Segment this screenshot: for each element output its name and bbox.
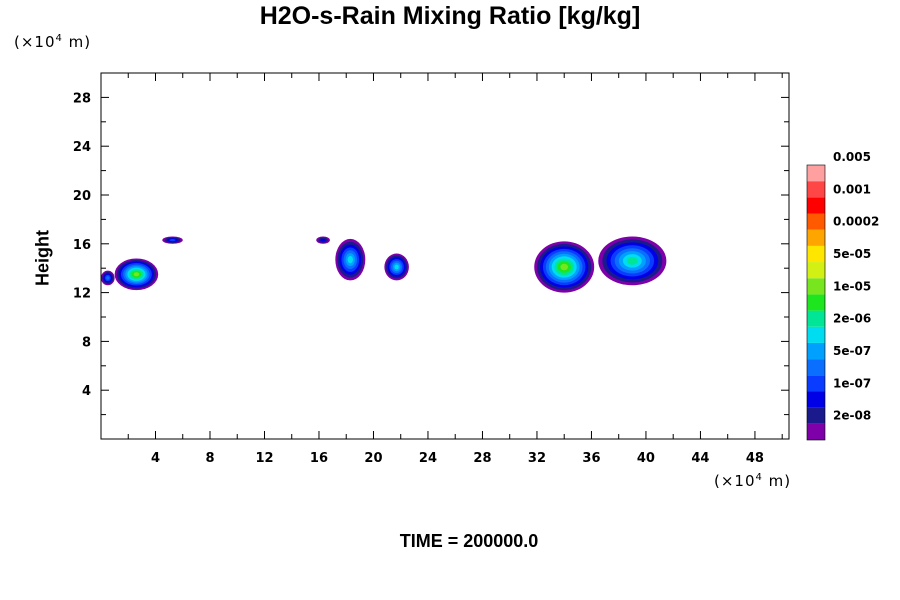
x-tick-label: 24 bbox=[419, 451, 437, 466]
colorbar-label: 0.0002 bbox=[833, 215, 879, 229]
colorbar-label: 1e-05 bbox=[833, 279, 871, 293]
cloud-contour bbox=[394, 264, 399, 270]
cloud-region bbox=[598, 236, 667, 286]
colorbar-swatch bbox=[807, 391, 825, 408]
y-unit-prefix: (×10 bbox=[14, 33, 56, 51]
y-tick-label: 28 bbox=[73, 91, 91, 106]
x-axis-unit: (×104 m) bbox=[714, 472, 791, 490]
y-axis-unit: (×104 m) bbox=[14, 33, 91, 51]
y-unit-exponent: 4 bbox=[55, 33, 63, 44]
colorbar-swatch bbox=[807, 326, 825, 343]
colorbar-label: 0.005 bbox=[833, 150, 871, 164]
colorbar-swatch bbox=[807, 213, 825, 230]
cloud-contour bbox=[560, 263, 568, 271]
x-tick-label: 44 bbox=[691, 451, 709, 466]
cloud-contour bbox=[320, 238, 326, 242]
x-tick-label: 40 bbox=[637, 451, 655, 466]
x-tick-label: 48 bbox=[746, 451, 764, 466]
colorbar-swatch bbox=[807, 342, 825, 360]
plot-border bbox=[100, 72, 790, 440]
x-tick-label: 36 bbox=[582, 451, 600, 466]
y-tick-label: 16 bbox=[73, 238, 91, 253]
x-unit-suffix: m) bbox=[762, 472, 792, 490]
colorbar-swatch bbox=[807, 359, 825, 376]
x-tick-label: 12 bbox=[255, 451, 273, 466]
colorbar-label: 2e-06 bbox=[833, 312, 871, 326]
cloud-field bbox=[101, 236, 667, 293]
colorbar-swatch bbox=[807, 278, 825, 295]
colorbar-swatch bbox=[807, 229, 825, 246]
cloud-region bbox=[101, 270, 115, 286]
colorbar-label: 0.001 bbox=[833, 182, 871, 196]
time-label: TIME = 200000.0 bbox=[399, 531, 539, 551]
colorbar-swatch bbox=[807, 245, 825, 263]
cloud-contour bbox=[106, 276, 110, 280]
x-tick-label: 16 bbox=[310, 451, 328, 466]
colorbar-swatch bbox=[807, 375, 825, 392]
colorbar-swatch bbox=[807, 181, 825, 198]
colorbar-swatch bbox=[807, 262, 825, 279]
cloud-contour bbox=[347, 255, 353, 264]
colorbar-label: 5e-07 bbox=[833, 344, 871, 358]
cloud-region bbox=[114, 258, 159, 291]
cloud-region bbox=[335, 238, 366, 281]
x-tick-label: 20 bbox=[364, 451, 382, 466]
colorbar-swatch bbox=[807, 423, 825, 440]
colorbar-swatch bbox=[807, 310, 825, 327]
x-tick-label: 8 bbox=[205, 451, 214, 466]
plot-frame bbox=[100, 72, 790, 440]
cloud-region bbox=[162, 236, 183, 244]
cloud-region bbox=[316, 236, 330, 244]
y-tick-label: 12 bbox=[73, 287, 91, 302]
cloud-region bbox=[384, 253, 409, 281]
x-tick-label: 28 bbox=[473, 451, 491, 466]
cloud-contour bbox=[169, 239, 176, 242]
y-tick-label: 20 bbox=[73, 189, 91, 204]
colorbar-swatch bbox=[807, 294, 825, 311]
y-tick-label: 4 bbox=[82, 384, 91, 399]
x-unit-prefix: (×10 bbox=[714, 472, 756, 490]
colorbar-label: 2e-08 bbox=[833, 409, 871, 423]
colorbar-label: 1e-07 bbox=[833, 376, 871, 390]
y-tick-label: 8 bbox=[82, 335, 91, 350]
cloud-contour bbox=[626, 257, 638, 265]
x-tick-label: 4 bbox=[151, 451, 160, 466]
colorbar-swatch bbox=[807, 407, 825, 424]
x-unit-exponent: 4 bbox=[755, 472, 763, 483]
y-unit-suffix: m) bbox=[62, 33, 92, 51]
colorbar-swatch bbox=[807, 165, 825, 182]
x-tick-label: 32 bbox=[528, 451, 546, 466]
y-tick-label: 24 bbox=[73, 140, 91, 155]
colorbar: 2e-08 1e-07 5e-07 2e-06 1e-05 5e-05 0.0002 0.00… bbox=[806, 150, 879, 441]
colorbar-border bbox=[806, 164, 826, 441]
cloud-contour bbox=[133, 272, 140, 277]
colorbar-swatch bbox=[807, 197, 825, 214]
chart-title: H2O-s-Rain Mixing Ratio [kg/kg] bbox=[259, 2, 641, 30]
colorbar-label: 5e-05 bbox=[833, 247, 871, 261]
cloud-region bbox=[534, 241, 595, 293]
